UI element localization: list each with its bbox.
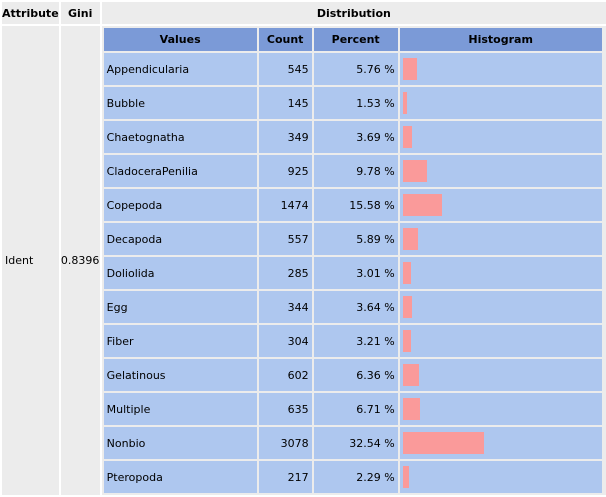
table-row: CladoceraPenilia 925 9.78 % bbox=[103, 155, 602, 187]
histogram-bar bbox=[402, 92, 407, 114]
histogram-bar bbox=[402, 364, 419, 386]
count-cell: 3078 bbox=[258, 427, 312, 459]
distribution-header-row: Values Count Percent Histogram bbox=[103, 28, 602, 51]
distribution-header: Distribution bbox=[101, 2, 606, 24]
histogram-cell bbox=[399, 291, 602, 323]
value-cell: Egg bbox=[103, 291, 257, 323]
count-cell: 635 bbox=[258, 393, 312, 425]
count-cell: 925 bbox=[258, 155, 312, 187]
count-cell: 344 bbox=[258, 291, 312, 323]
value-cell: Chaetognatha bbox=[103, 121, 257, 153]
value-cell: Gelatinous bbox=[103, 359, 257, 391]
count-cell: 545 bbox=[258, 53, 312, 85]
value-cell: Copepoda bbox=[103, 189, 257, 221]
histogram-bar bbox=[402, 228, 418, 250]
attribute-name: Ident bbox=[2, 26, 59, 495]
histogram-cell bbox=[399, 87, 602, 119]
table-row: Appendicularia 545 5.76 % bbox=[103, 53, 602, 85]
percent-cell: 32.54 % bbox=[313, 427, 398, 459]
attribute-header-row: Attribute Gini Distribution bbox=[2, 2, 606, 24]
table-row: Decapoda 557 5.89 % bbox=[103, 223, 602, 255]
histogram-bar bbox=[402, 160, 427, 182]
count-cell: 602 bbox=[258, 359, 312, 391]
histogram-bar bbox=[402, 296, 412, 318]
attribute-header: Attribute bbox=[2, 2, 59, 24]
histogram-cell bbox=[399, 155, 602, 187]
value-cell: Doliolida bbox=[103, 257, 257, 289]
value-cell: Appendicularia bbox=[103, 53, 257, 85]
count-cell: 349 bbox=[258, 121, 312, 153]
count-cell: 145 bbox=[258, 87, 312, 119]
histogram-cell bbox=[399, 359, 602, 391]
histogram-bar bbox=[402, 330, 411, 352]
value-cell: Multiple bbox=[103, 393, 257, 425]
table-row: Pteropoda 217 2.29 % bbox=[103, 461, 602, 493]
table-row: Bubble 145 1.53 % bbox=[103, 87, 602, 119]
histogram-bar bbox=[402, 398, 420, 420]
table-row: Nonbio 3078 32.54 % bbox=[103, 427, 602, 459]
gini-value: 0.8396 bbox=[60, 26, 100, 495]
table-row: Fiber 304 3.21 % bbox=[103, 325, 602, 357]
table-row: Chaetognatha 349 3.69 % bbox=[103, 121, 602, 153]
table-row: Copepoda 1474 15.58 % bbox=[103, 189, 602, 221]
count-header: Count bbox=[258, 28, 312, 51]
table-row: Gelatinous 602 6.36 % bbox=[103, 359, 602, 391]
histogram-cell bbox=[399, 257, 602, 289]
percent-cell: 3.21 % bbox=[313, 325, 398, 357]
percent-cell: 5.89 % bbox=[313, 223, 398, 255]
table-row: Doliolida 285 3.01 % bbox=[103, 257, 602, 289]
count-cell: 217 bbox=[258, 461, 312, 493]
histogram-bar bbox=[402, 58, 417, 80]
attribute-row: Ident 0.8396 Values Count Percent Histog… bbox=[2, 26, 606, 495]
percent-cell: 3.64 % bbox=[313, 291, 398, 323]
histogram-cell bbox=[399, 53, 602, 85]
value-cell: Nonbio bbox=[103, 427, 257, 459]
value-cell: Pteropoda bbox=[103, 461, 257, 493]
histogram-bar bbox=[402, 466, 409, 488]
histogram-header: Histogram bbox=[399, 28, 602, 51]
values-header: Values bbox=[103, 28, 257, 51]
percent-cell: 9.78 % bbox=[313, 155, 398, 187]
percent-cell: 15.58 % bbox=[313, 189, 398, 221]
gini-header: Gini bbox=[60, 2, 100, 24]
distribution-table: Values Count Percent Histogram Appendicu… bbox=[102, 26, 604, 495]
percent-cell: 3.01 % bbox=[313, 257, 398, 289]
percent-cell: 5.76 % bbox=[313, 53, 398, 85]
histogram-cell bbox=[399, 461, 602, 493]
histogram-cell bbox=[399, 325, 602, 357]
percent-cell: 6.36 % bbox=[313, 359, 398, 391]
table-row: Egg 344 3.64 % bbox=[103, 291, 602, 323]
histogram-cell bbox=[399, 427, 602, 459]
distribution-cell: Values Count Percent Histogram Appendicu… bbox=[101, 26, 606, 495]
count-cell: 304 bbox=[258, 325, 312, 357]
histogram-cell bbox=[399, 393, 602, 425]
histogram-cell bbox=[399, 189, 602, 221]
percent-cell: 1.53 % bbox=[313, 87, 398, 119]
value-cell: CladoceraPenilia bbox=[103, 155, 257, 187]
histogram-cell bbox=[399, 121, 602, 153]
distribution-body: Appendicularia 545 5.76 % Bubble 145 1.53 % Ch… bbox=[103, 53, 602, 493]
histogram-cell bbox=[399, 223, 602, 255]
value-cell: Bubble bbox=[103, 87, 257, 119]
count-cell: 557 bbox=[258, 223, 312, 255]
percent-cell: 6.71 % bbox=[313, 393, 398, 425]
percent-cell: 2.29 % bbox=[313, 461, 398, 493]
count-cell: 285 bbox=[258, 257, 312, 289]
histogram-bar bbox=[402, 194, 442, 216]
histogram-bar bbox=[402, 432, 484, 454]
percent-cell: 3.69 % bbox=[313, 121, 398, 153]
histogram-bar bbox=[402, 262, 411, 284]
count-cell: 1474 bbox=[258, 189, 312, 221]
value-cell: Decapoda bbox=[103, 223, 257, 255]
value-cell: Fiber bbox=[103, 325, 257, 357]
table-row: Multiple 635 6.71 % bbox=[103, 393, 602, 425]
percent-header: Percent bbox=[313, 28, 398, 51]
histogram-bar bbox=[402, 126, 412, 148]
